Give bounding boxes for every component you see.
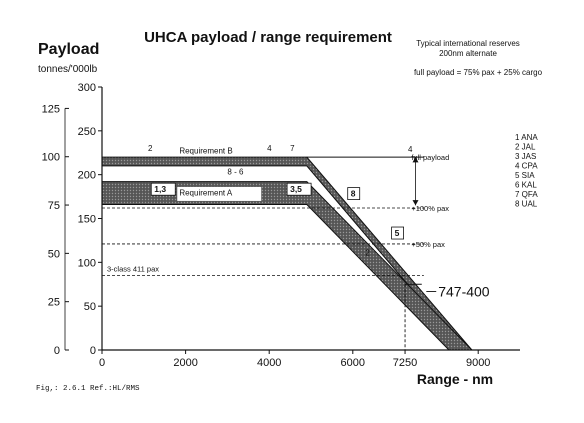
y-axis-label: Payload xyxy=(38,41,99,58)
legend-entry-1: 2 JAL xyxy=(515,143,536,152)
chart-title: UHCA payload / range requirement xyxy=(144,29,392,46)
y-tick-lb-label-3: 150 xyxy=(78,214,96,226)
boxed-label-1: 3,5 xyxy=(290,184,302,194)
x-tick-label-5: 9000 xyxy=(466,357,490,369)
x-tick-label-4: 7250 xyxy=(393,357,417,369)
y-tick-t-label-5: 125 xyxy=(42,103,60,115)
reserves-note-line1: Typical international reserves xyxy=(416,39,520,48)
payload-composition-note: full payload = 75% pax + 25% cargo xyxy=(414,68,543,77)
bracket-label: 4 xyxy=(408,145,413,154)
x-tick-label-0: 0 xyxy=(99,357,105,369)
figure-caption: Fig,: 2.6.1 Ref.:HL/RMS xyxy=(36,385,140,393)
band-label-requirement-a: Requirement A xyxy=(179,189,233,198)
boxed-label-bg-1 xyxy=(286,182,312,196)
point-label-0: 2 xyxy=(148,144,153,153)
axes: 0 2000 4000 6000 7250 90000501001502002503000… xyxy=(42,82,520,369)
y-tick-t-label-2: 50 xyxy=(48,248,60,260)
y-tick-lb-label-6: 300 xyxy=(78,82,96,94)
reserves-note-line2: 200nm alternate xyxy=(439,49,497,58)
level-label-0: full payload xyxy=(411,153,449,162)
bracket-arrow-head-up xyxy=(412,157,419,163)
legend-entry-4: 5 SIA xyxy=(515,171,535,180)
y-tick-t-label-4: 100 xyxy=(42,152,60,164)
y-tick-lb-label-5: 250 xyxy=(78,126,96,138)
x-axis-label: Range - nm xyxy=(417,371,493,387)
y-tick-t-label-3: 75 xyxy=(48,200,60,212)
y-tick-lb-label-0: 0 xyxy=(90,345,96,357)
point-label-3: 8 - 6 xyxy=(227,168,244,177)
x-tick-label-1: 2000 xyxy=(173,357,197,369)
band-label-requirement-b: Requirement B xyxy=(179,147,232,156)
aircraft-label: 747-400 xyxy=(438,284,490,300)
legend-entry-5: 6 KAL xyxy=(515,181,537,190)
point-label-4: 2 xyxy=(365,248,370,257)
level-label-3: 3-class 411 pax xyxy=(107,264,159,273)
boxed-label-3: 5 xyxy=(395,228,400,238)
x-tick-label-3: 6000 xyxy=(341,357,365,369)
y-tick-lb-label-4: 200 xyxy=(78,170,96,182)
y-tick-lb-label-1: 50 xyxy=(84,301,96,313)
payload-levels: full payload +100% pax +50% pax 3-class 411… xyxy=(102,145,449,276)
point-label-1: 4 xyxy=(267,144,272,153)
y-tick-lb-label-2: 100 xyxy=(78,257,96,269)
y-axis-units: tonnes/'000lb xyxy=(38,64,98,75)
level-label-1: +100% pax xyxy=(411,204,449,213)
legend-entry-7: 8 UAL xyxy=(515,200,538,209)
y-tick-t-label-0: 0 xyxy=(54,345,60,357)
point-label-2: 7 xyxy=(290,144,295,153)
x-tick-label-2: 4000 xyxy=(257,357,281,369)
band-label-bg-requirement-a xyxy=(177,186,262,201)
legend-entry-0: 1 ANA xyxy=(515,133,538,142)
legend-entry-2: 3 JAS xyxy=(515,152,536,161)
boxed-label-0: 1,3 xyxy=(154,184,166,194)
boxed-label-bg-0 xyxy=(150,182,176,196)
boxed-label-bg-2 xyxy=(347,187,361,200)
boxed-label-2: 8 xyxy=(351,189,356,199)
bracket-arrow-head-down xyxy=(412,200,419,206)
legend-entry-3: 4 CPA xyxy=(515,162,538,171)
legend-entry-6: 7 QFA xyxy=(515,190,538,199)
level-label-2: +50% pax xyxy=(411,240,445,249)
boxed-label-bg-3 xyxy=(391,226,405,240)
annotations: 747-400 1,3 3,5 8 5 2 4 7 8 - 6 2 xyxy=(148,144,490,350)
y-tick-t-label-1: 25 xyxy=(48,297,60,309)
